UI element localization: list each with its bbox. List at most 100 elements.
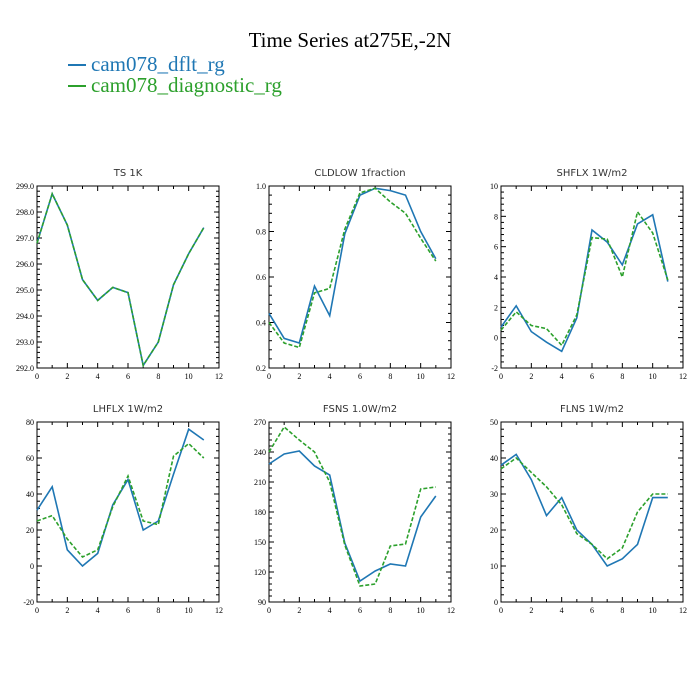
y-tick-label: 0 (494, 334, 498, 343)
y-tick-label: 0 (30, 562, 34, 571)
y-tick-label: 20 (490, 526, 498, 535)
series-line-diagnostic (500, 209, 669, 347)
y-tick-label: 40 (490, 454, 498, 463)
panel-frame (36, 185, 220, 369)
x-tick-label: 4 (328, 606, 332, 615)
x-tick-label: 4 (328, 372, 332, 381)
y-tick-label: 30 (490, 490, 498, 499)
x-tick-label: 6 (590, 372, 594, 381)
y-tick-label: 0.2 (256, 364, 266, 373)
y-tick-label: 80 (26, 418, 34, 427)
y-tick-label: 2 (494, 303, 498, 312)
series-line-diagnostic (36, 191, 205, 368)
y-tick-label: 1.0 (256, 182, 266, 191)
x-tick-label: 0 (499, 372, 503, 381)
x-tick-label: 6 (358, 606, 362, 615)
x-tick-label: 2 (297, 606, 301, 615)
legend-item-dflt: cam078_dflt_rg (68, 52, 225, 77)
panel-title: TS 1K (113, 168, 143, 179)
panel-frame (500, 185, 684, 369)
y-tick-label: 292.0 (16, 364, 34, 373)
panel-title: FSNS 1.0W/m2 (323, 404, 397, 415)
x-tick-label: 10 (649, 606, 657, 615)
legend-swatch-dflt (68, 63, 86, 66)
y-tick-label: 6 (494, 243, 498, 252)
y-tick-label: -2 (491, 364, 498, 373)
series-line-dflt (500, 453, 668, 568)
x-tick-label: 6 (126, 372, 130, 381)
y-tick-label: 4 (494, 273, 498, 282)
panel-title: SHFLX 1W/m2 (557, 168, 628, 179)
figure-title: Time Series at275E,-2N (248, 28, 452, 52)
y-tick-label: 10 (490, 562, 498, 571)
y-tick-label: 8 (494, 212, 498, 221)
x-tick-label: 4 (560, 372, 564, 381)
y-tick-label: 0.6 (256, 273, 266, 282)
x-tick-label: 0 (499, 606, 503, 615)
y-tick-label: 0 (494, 598, 498, 607)
y-tick-label: 210 (254, 478, 266, 487)
panel-frame (268, 185, 452, 369)
x-tick-label: 12 (447, 372, 455, 381)
y-tick-label: 120 (254, 568, 266, 577)
y-tick-label: 295.0 (16, 286, 34, 295)
x-tick-label: 0 (35, 606, 39, 615)
y-tick-label: 299.0 (16, 182, 34, 191)
y-tick-label: 90 (258, 598, 266, 607)
series-line-dflt (268, 450, 437, 583)
series-line-diagnostic (268, 187, 437, 349)
x-tick-label: 12 (215, 606, 223, 615)
panel-title: FLNS 1W/m2 (560, 404, 624, 415)
x-tick-label: 4 (96, 606, 100, 615)
x-tick-label: 10 (649, 372, 657, 381)
legend-item-diagnostic: cam078_diagnostic_rg (68, 73, 282, 98)
y-tick-label: 0.8 (256, 228, 266, 237)
y-tick-label: 297.0 (16, 234, 34, 243)
y-tick-label: 60 (26, 454, 34, 463)
series-line-diagnostic (500, 456, 668, 560)
y-tick-label: 298.0 (16, 208, 34, 217)
x-tick-label: 12 (215, 372, 223, 381)
x-tick-label: 8 (156, 606, 160, 615)
x-tick-label: 0 (267, 372, 271, 381)
panel-frame (500, 421, 684, 603)
y-tick-label: -20 (23, 598, 34, 607)
x-tick-label: 4 (560, 606, 564, 615)
y-tick-label: 0.4 (256, 319, 266, 328)
y-tick-label: 50 (490, 418, 498, 427)
x-tick-label: 10 (185, 372, 193, 381)
x-tick-label: 8 (388, 606, 392, 615)
y-tick-label: 40 (26, 490, 34, 499)
x-tick-label: 6 (358, 372, 362, 381)
y-tick-label: 296.0 (16, 260, 34, 269)
panel-title: LHFLX 1W/m2 (93, 404, 163, 415)
x-tick-label: 12 (447, 606, 455, 615)
panel-5: FLNS 1W/m2 0 2 4 6 8 10 12 0 10 20 30 40 50 (490, 404, 687, 615)
x-tick-label: 8 (620, 606, 624, 615)
y-tick-label: 180 (254, 508, 266, 517)
x-tick-label: 12 (679, 606, 687, 615)
x-tick-label: 2 (65, 372, 69, 381)
x-tick-label: 10 (185, 606, 193, 615)
legend-label-dflt: cam078_dflt_rg (91, 52, 225, 76)
series-line-dflt (36, 191, 205, 368)
x-tick-label: 8 (388, 372, 392, 381)
legend-label-diagnostic: cam078_diagnostic_rg (91, 73, 282, 97)
panel-frame (36, 421, 220, 603)
y-tick-label: 294.0 (16, 312, 34, 321)
x-tick-label: 2 (297, 372, 301, 381)
x-tick-label: 6 (126, 606, 130, 615)
x-tick-label: 0 (267, 606, 271, 615)
x-tick-label: 2 (529, 372, 533, 381)
x-tick-label: 2 (65, 606, 69, 615)
x-tick-label: 8 (156, 372, 160, 381)
y-tick-label: 10 (490, 182, 498, 191)
panel-4: FSNS 1.0W/m2 0 2 4 6 8 10 12 90 120 150 180 210 240 27… (254, 404, 455, 615)
y-tick-label: 240 (254, 448, 266, 457)
x-tick-label: 6 (590, 606, 594, 615)
x-tick-label: 10 (417, 372, 425, 381)
series-line-dflt (500, 213, 669, 353)
